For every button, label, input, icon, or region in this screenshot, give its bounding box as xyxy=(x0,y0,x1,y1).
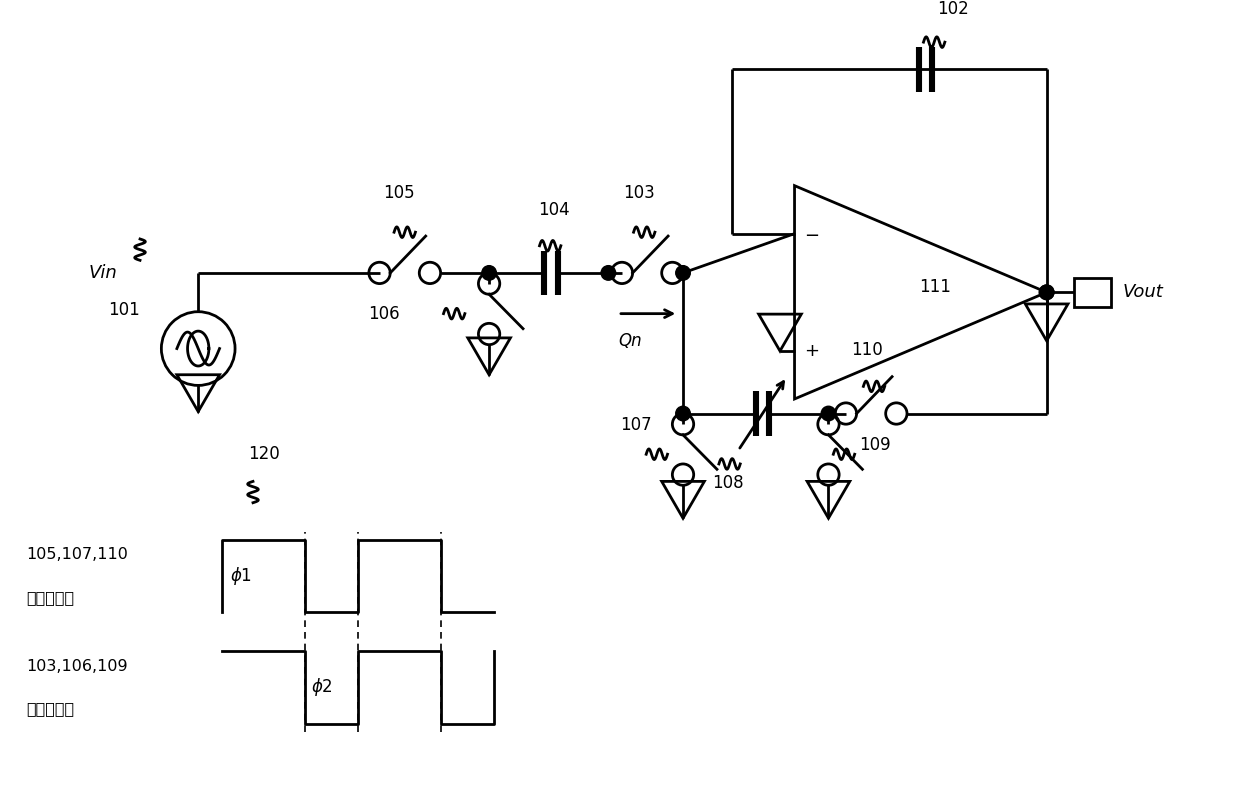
Text: 的开关时钟: 的开关时钟 xyxy=(26,590,74,605)
Text: Vin: Vin xyxy=(89,264,118,282)
Circle shape xyxy=(1039,285,1054,299)
Text: 108: 108 xyxy=(712,474,744,493)
Circle shape xyxy=(676,265,691,280)
Text: 106: 106 xyxy=(368,305,399,323)
Circle shape xyxy=(1039,285,1054,299)
Text: 110: 110 xyxy=(852,341,883,359)
Text: 102: 102 xyxy=(936,0,968,18)
Circle shape xyxy=(482,265,496,280)
Text: 105: 105 xyxy=(383,184,414,202)
Circle shape xyxy=(821,406,836,421)
Text: 101: 101 xyxy=(108,301,140,319)
Text: 105,107,110: 105,107,110 xyxy=(26,547,129,562)
Text: $+$: $+$ xyxy=(805,342,820,360)
Circle shape xyxy=(601,265,615,280)
Text: 111: 111 xyxy=(919,278,951,296)
Text: Vout: Vout xyxy=(1122,283,1163,301)
Bar xyxy=(1074,277,1111,307)
Text: Qn: Qn xyxy=(618,332,641,349)
Text: 103,106,109: 103,106,109 xyxy=(26,659,128,674)
Text: $-$: $-$ xyxy=(805,225,820,243)
Text: 103: 103 xyxy=(624,184,655,202)
Text: $\phi$2: $\phi$2 xyxy=(311,676,332,698)
Text: 109: 109 xyxy=(859,435,892,454)
Text: 的开关时钟: 的开关时钟 xyxy=(26,701,74,716)
Text: $\phi$1: $\phi$1 xyxy=(231,565,252,587)
Circle shape xyxy=(676,406,691,421)
Text: 120: 120 xyxy=(248,445,279,464)
Text: 107: 107 xyxy=(620,416,652,434)
Text: 104: 104 xyxy=(538,201,570,219)
